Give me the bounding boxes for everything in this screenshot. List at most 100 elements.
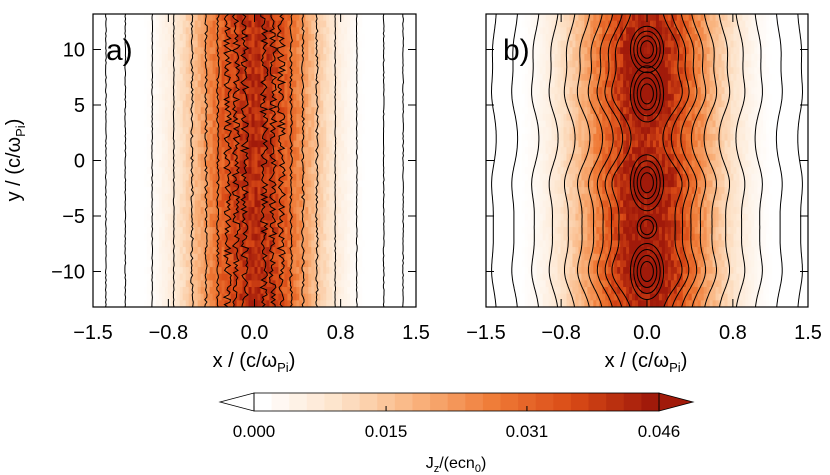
heatmap-cell [98, 193, 103, 202]
heatmap-cell [218, 173, 223, 182]
heatmap-cell [326, 280, 330, 288]
heatmap-cell [161, 127, 166, 135]
heatmap-cell [371, 187, 375, 195]
heatmap-cell [362, 273, 366, 281]
heatmap-cell [140, 280, 145, 288]
heatmap-cell [164, 153, 169, 162]
heatmap-cell [371, 293, 375, 301]
heatmap-cell [182, 233, 187, 242]
heatmap-cell [215, 173, 220, 182]
heatmap-cell [248, 180, 253, 188]
heatmap-cell [275, 260, 280, 268]
heatmap-cell [95, 287, 100, 295]
heatmap-cell [269, 113, 274, 122]
heatmap-cell [308, 180, 312, 188]
heatmap-cell [233, 287, 238, 295]
heatmap-cell [308, 240, 312, 248]
heatmap-cell [326, 180, 330, 188]
heatmap-cell [185, 160, 190, 168]
heatmap-cell [152, 213, 157, 222]
heatmap-cell [93, 127, 97, 135]
heatmap-cell [296, 14, 300, 22]
heatmap-cell [209, 253, 214, 261]
heatmap-cell [128, 220, 133, 228]
heatmap-cell [146, 213, 151, 222]
heatmap-cell [311, 147, 315, 155]
heatmap-cell [164, 80, 169, 88]
heatmap-cell [113, 267, 118, 275]
heatmap-cell [212, 233, 217, 242]
heatmap-cell [311, 60, 315, 68]
heatmap-cell [248, 260, 253, 268]
heatmap-cell [486, 273, 490, 281]
heatmap-cell [320, 33, 324, 42]
heatmap-cell [197, 153, 202, 162]
heatmap-cell [392, 253, 396, 261]
heatmap-cell [323, 213, 327, 222]
heatmap-cell [368, 267, 372, 275]
heatmap-cell [98, 260, 103, 268]
heatmap-cell [143, 287, 148, 295]
heatmap-cell [326, 173, 330, 182]
heatmap-cell [194, 273, 199, 281]
heatmap-cell [119, 180, 124, 188]
heatmap-cell [182, 140, 187, 148]
heatmap-cell [395, 207, 399, 215]
heatmap-cell [365, 100, 369, 108]
heatmap-cell [365, 147, 369, 155]
heatmap-cell [239, 73, 244, 82]
heatmap-cell [275, 127, 280, 135]
heatmap-cell [140, 133, 145, 142]
heatmap-cell [287, 140, 291, 148]
heatmap-cell [356, 20, 360, 28]
heatmap-cell [158, 133, 163, 142]
heatmap-cell [93, 260, 97, 268]
heatmap-cell [293, 260, 297, 268]
heatmap-cell [155, 47, 160, 55]
heatmap-cell [203, 127, 208, 135]
heatmap-cell [110, 280, 115, 288]
heatmap-cell [182, 20, 187, 28]
heatmap-cell [212, 93, 217, 102]
heatmap-cell [293, 153, 297, 162]
heatmap-cell [386, 207, 390, 215]
heatmap-cell [486, 67, 490, 75]
heatmap-cell [344, 53, 348, 62]
heatmap-cell [314, 67, 318, 75]
heatmap-cell [344, 273, 348, 281]
heatmap-cell [389, 167, 393, 175]
heatmap-cell [413, 60, 416, 68]
heatmap-cell [359, 140, 363, 148]
heatmap-cell [404, 93, 408, 102]
heatmap-cell [203, 267, 208, 275]
heatmap-cell [110, 140, 115, 148]
heatmap-cell [404, 180, 408, 188]
heatmap-cell [182, 27, 187, 35]
heatmap-cell [293, 73, 297, 82]
heatmap-cell [266, 253, 271, 261]
heatmap-cell [317, 180, 321, 188]
heatmap-cell [185, 107, 190, 115]
heatmap-cell [176, 260, 181, 268]
heatmap-cell [299, 153, 303, 162]
heatmap-cell [93, 100, 97, 108]
heatmap-cell [152, 173, 157, 182]
heatmap-cell [143, 107, 148, 115]
heatmap-cell [152, 227, 157, 235]
heatmap-cell [389, 80, 393, 88]
heatmap-cell [335, 253, 339, 261]
heatmap-cell [227, 67, 232, 75]
heatmap-cell [488, 27, 493, 35]
heatmap-cell [155, 67, 160, 75]
heatmap-cell [377, 220, 381, 228]
heatmap-cell [239, 227, 244, 235]
heatmap-cell [350, 153, 354, 162]
heatmap-cell [158, 260, 163, 268]
heatmap-cell [137, 233, 142, 242]
heatmap-cell [221, 80, 226, 88]
heatmap-cell [95, 293, 100, 301]
heatmap-cell [404, 247, 408, 255]
heatmap-cell [107, 193, 112, 202]
heatmap-cell [200, 107, 205, 115]
heatmap-cell [413, 147, 416, 155]
